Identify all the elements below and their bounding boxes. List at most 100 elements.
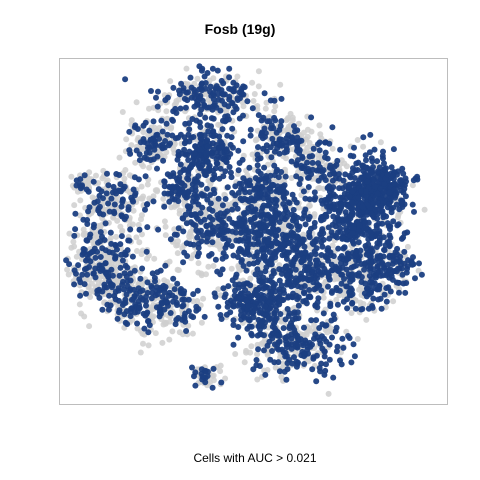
high-auc-cell-point — [282, 353, 289, 360]
high-auc-cell-point — [180, 259, 187, 266]
high-auc-cell-point — [381, 166, 388, 173]
high-auc-cell-point — [286, 356, 293, 363]
high-auc-cell-point — [241, 215, 248, 222]
high-auc-cell-point — [254, 292, 261, 299]
low-auc-cell-point — [160, 321, 167, 328]
high-auc-cell-point — [313, 245, 320, 252]
high-auc-cell-point — [268, 154, 275, 161]
high-auc-cell-point — [223, 158, 229, 165]
high-auc-cell-point — [227, 309, 234, 316]
high-auc-cell-point — [319, 262, 326, 269]
high-auc-cell-point — [370, 295, 377, 302]
high-auc-cell-point — [396, 289, 402, 296]
high-auc-cell-point — [214, 67, 221, 74]
high-auc-cell-point — [297, 176, 304, 182]
high-auc-cell-point — [210, 90, 217, 97]
high-auc-cell-point — [321, 353, 328, 360]
high-auc-cell-point — [201, 313, 208, 320]
high-auc-cell-point — [286, 240, 293, 247]
high-auc-cell-point — [340, 235, 346, 242]
high-auc-cell-point — [314, 334, 321, 341]
low-auc-cell-point — [87, 294, 94, 300]
high-auc-cell-point — [280, 194, 287, 200]
high-auc-cell-point — [327, 162, 334, 169]
high-auc-cell-point — [294, 332, 301, 339]
high-auc-cell-point — [219, 90, 226, 97]
high-auc-cell-point — [254, 241, 261, 247]
high-auc-cell-point — [254, 162, 261, 169]
high-auc-cell-point — [276, 368, 283, 375]
high-auc-cell-point — [106, 292, 113, 299]
high-auc-cell-point — [276, 286, 283, 293]
high-auc-cell-point — [254, 332, 261, 339]
low-auc-cell-point — [166, 258, 173, 265]
high-auc-cell-point — [107, 229, 114, 236]
high-auc-cell-point — [142, 173, 149, 180]
high-auc-cell-point — [364, 249, 371, 256]
high-auc-cell-point — [267, 277, 273, 284]
high-auc-cell-point — [157, 267, 164, 274]
high-auc-cell-point — [206, 206, 213, 212]
high-auc-cell-point — [105, 273, 112, 280]
high-auc-cell-point — [368, 233, 375, 240]
low-auc-cell-point — [248, 343, 255, 350]
high-auc-cell-point — [145, 329, 152, 336]
high-auc-cell-point — [380, 253, 387, 260]
low-auc-cell-point — [151, 255, 158, 262]
low-auc-cell-point — [86, 323, 93, 330]
high-auc-cell-point — [322, 149, 329, 156]
high-auc-cell-point — [254, 249, 261, 256]
high-auc-cell-point — [354, 232, 361, 238]
high-auc-cell-point — [327, 300, 334, 307]
high-auc-cell-point — [324, 269, 330, 276]
low-auc-cell-point — [77, 212, 83, 219]
high-auc-cell-point — [160, 157, 167, 164]
high-auc-cell-point — [248, 203, 255, 210]
low-auc-cell-point — [174, 250, 181, 257]
high-auc-cell-point — [195, 244, 202, 251]
high-auc-cell-point — [124, 247, 131, 254]
high-auc-cell-point — [234, 254, 241, 260]
low-auc-cell-point — [150, 313, 157, 320]
high-auc-cell-point — [328, 317, 335, 324]
low-auc-cell-point — [190, 298, 197, 305]
high-auc-cell-point — [143, 248, 150, 255]
high-auc-cell-point — [374, 158, 381, 165]
high-auc-cell-point — [171, 231, 178, 238]
low-auc-cell-point — [234, 73, 241, 80]
high-auc-cell-point — [84, 217, 91, 223]
high-auc-cell-point — [283, 255, 290, 262]
high-auc-cell-point — [130, 198, 137, 205]
high-auc-cell-point — [343, 216, 349, 223]
low-auc-cell-point — [138, 212, 145, 219]
high-auc-cell-point — [158, 300, 165, 307]
high-auc-cell-point — [115, 297, 122, 304]
high-auc-cell-point — [159, 294, 166, 300]
high-auc-cell-point — [363, 157, 369, 164]
high-auc-cell-point — [329, 334, 335, 341]
high-auc-cell-point — [144, 279, 151, 286]
high-auc-cell-point — [209, 239, 216, 246]
high-auc-cell-point — [368, 169, 375, 176]
low-auc-cell-point — [336, 292, 343, 299]
high-auc-cell-point — [342, 209, 349, 216]
high-auc-cell-point — [149, 270, 156, 277]
high-auc-cell-point — [235, 324, 242, 330]
low-auc-cell-point — [217, 368, 224, 375]
low-auc-cell-point — [306, 139, 313, 146]
high-auc-cell-point — [269, 182, 276, 189]
high-auc-cell-point — [166, 289, 173, 296]
high-auc-cell-point — [335, 209, 342, 216]
low-auc-cell-point — [301, 148, 308, 155]
high-auc-cell-point — [229, 206, 236, 213]
high-auc-cell-point — [355, 239, 362, 246]
high-auc-cell-point — [333, 284, 340, 291]
high-auc-cell-point — [356, 222, 363, 229]
high-auc-cell-point — [271, 148, 278, 155]
low-auc-cell-point — [164, 115, 171, 122]
high-auc-cell-point — [292, 254, 299, 261]
low-auc-cell-point — [126, 172, 133, 179]
low-auc-cell-point — [70, 238, 77, 245]
high-auc-cell-point — [238, 85, 245, 92]
high-auc-cell-point — [316, 167, 322, 174]
